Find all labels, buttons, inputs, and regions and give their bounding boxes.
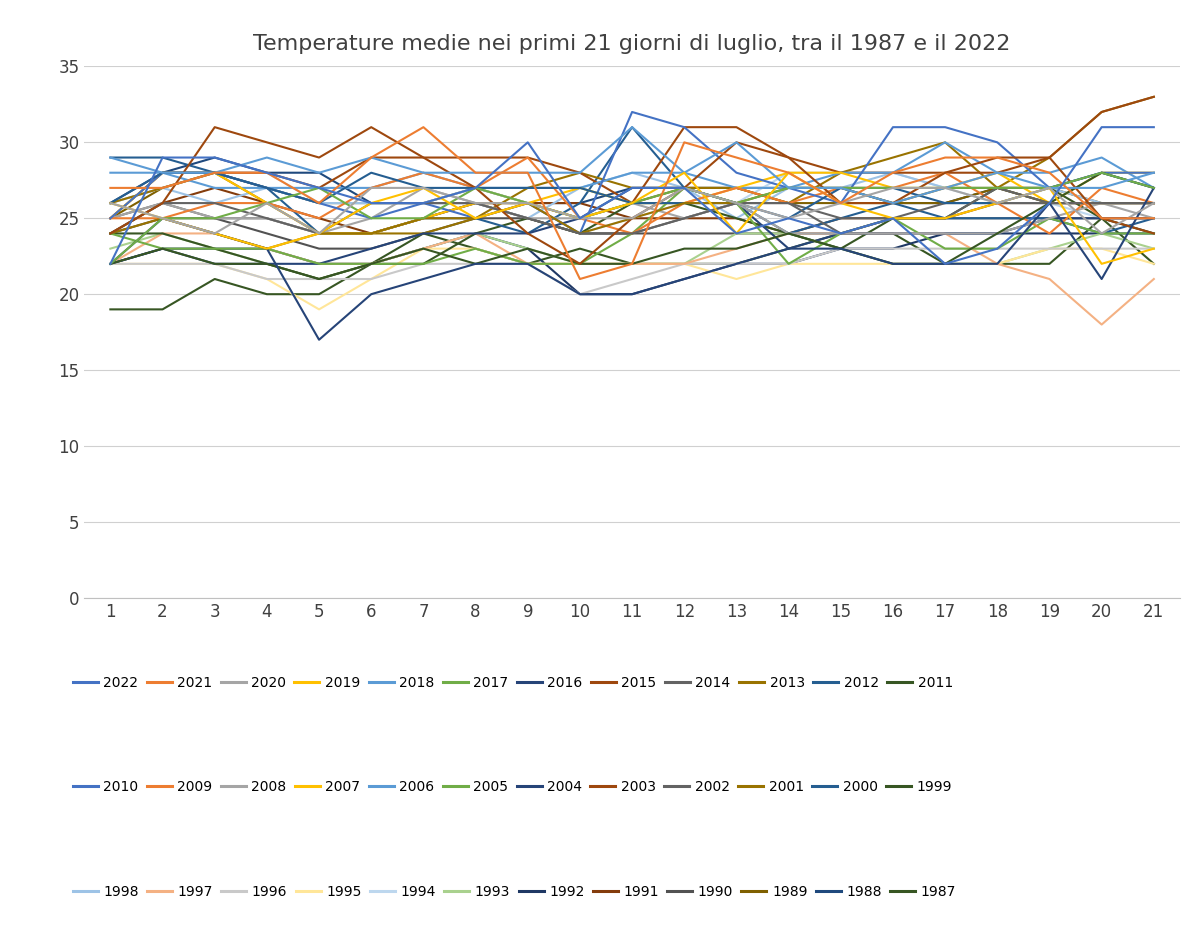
Legend: 2010, 2009, 2008, 2007, 2006, 2005, 2004, 2003, 2002, 2001, 2000, 1999: 2010, 2009, 2008, 2007, 2006, 2005, 2004…: [67, 774, 957, 800]
Legend: 1998, 1997, 1996, 1995, 1994, 1993, 1992, 1991, 1990, 1989, 1988, 1987: 1998, 1997, 1996, 1995, 1994, 1993, 1992…: [67, 879, 962, 904]
Legend: 2022, 2021, 2020, 2019, 2018, 2017, 2016, 2015, 2014, 2013, 2012, 2011: 2022, 2021, 2020, 2019, 2018, 2017, 2016…: [67, 670, 958, 696]
Title: Temperature medie nei primi 21 giorni di luglio, tra il 1987 e il 2022: Temperature medie nei primi 21 giorni di…: [253, 34, 1011, 54]
